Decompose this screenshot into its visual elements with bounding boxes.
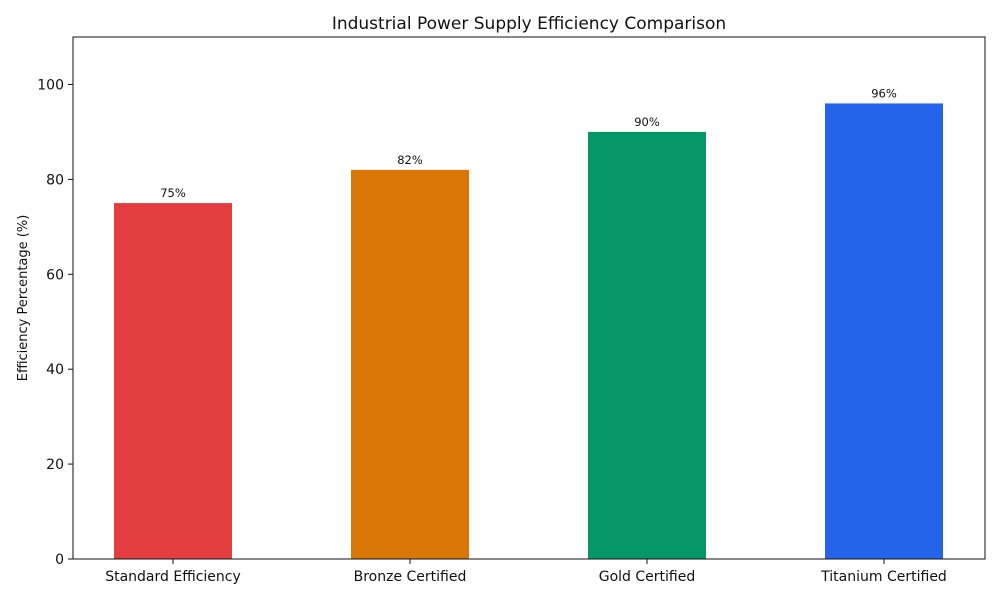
x-tick-label: Titanium Certified xyxy=(820,569,947,585)
x-tick-label: Gold Certified xyxy=(599,569,695,585)
bar-titanium-certified xyxy=(825,103,943,559)
bar-standard-efficiency xyxy=(114,203,232,559)
x-tick-label: Standard Efficiency xyxy=(105,569,241,585)
plot-frame xyxy=(72,36,986,560)
bar-gold-certified xyxy=(588,131,706,559)
y-axis-label: Efficiency Percentage (%) xyxy=(16,215,31,382)
data-label: 90% xyxy=(634,115,660,129)
y-tick-label: 20 xyxy=(46,457,64,473)
data-label: 75% xyxy=(160,186,186,200)
y-tick-label: 80 xyxy=(46,172,64,188)
data-label: 96% xyxy=(871,86,897,100)
x-tick-label: Bronze Certified xyxy=(354,569,467,585)
chart-title: Industrial Power Supply Efficiency Compa… xyxy=(332,14,726,34)
y-tick-label: 0 xyxy=(55,552,64,568)
bar-bronze-certified xyxy=(351,169,469,559)
y-tick-label: 100 xyxy=(37,77,64,93)
y-tick-label: 40 xyxy=(46,362,64,378)
data-label: 82% xyxy=(397,153,423,167)
y-tick-label: 60 xyxy=(46,267,64,283)
